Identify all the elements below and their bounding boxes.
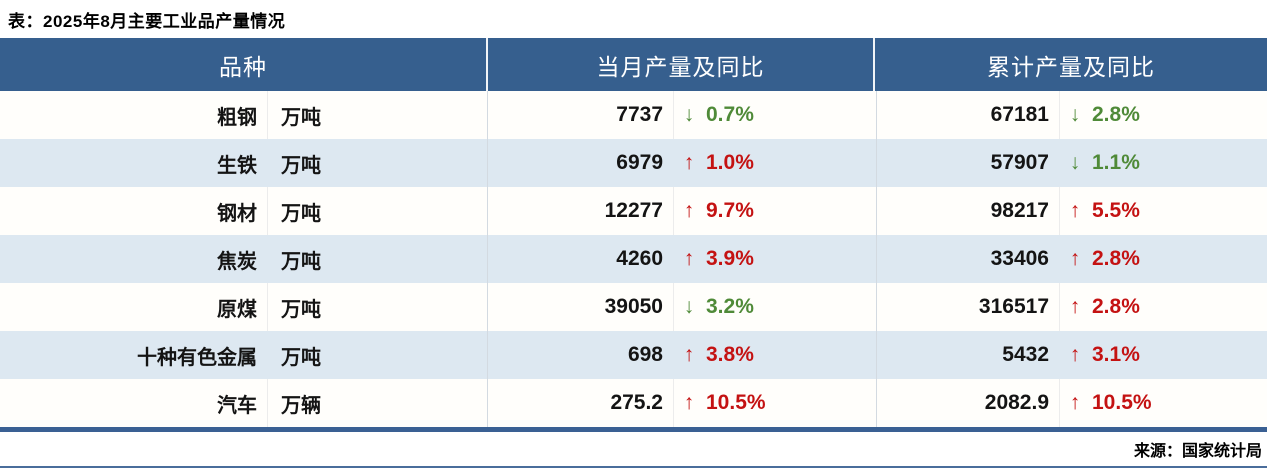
product-unit: 万吨: [268, 235, 488, 283]
trend-arrow-icon: ↑: [1069, 343, 1081, 366]
cumulative-yoy-change: ↑ 3.1%: [1060, 331, 1267, 379]
month-yoy-change: ↑ 1.0%: [674, 139, 877, 187]
trend-arrow-icon: ↑: [683, 391, 695, 414]
month-output-value: 39050: [488, 283, 674, 331]
product-unit: 万辆: [268, 379, 488, 427]
product-name: 钢材: [0, 187, 268, 235]
cumulative-yoy-change: ↑ 5.5%: [1060, 187, 1267, 235]
month-yoy-percent: 3.8%: [706, 343, 754, 366]
trend-arrow-icon: ↑: [1069, 199, 1081, 222]
table-row: 钢材 万吨 12277 ↑ 9.7% 98217 ↑ 5.5%: [0, 187, 1267, 235]
month-output-value: 275.2: [488, 379, 674, 427]
month-yoy-percent: 0.7%: [706, 103, 754, 126]
product-unit: 万吨: [268, 91, 488, 139]
trend-arrow-icon: ↑: [683, 199, 695, 222]
table-row: 十种有色金属 万吨 698 ↑ 3.8% 5432 ↑ 3.1%: [0, 331, 1267, 379]
month-output-value: 12277: [488, 187, 674, 235]
month-yoy-change: ↑ 10.5%: [674, 379, 877, 427]
product-name: 生铁: [217, 154, 257, 177]
cumulative-yoy-change: ↓ 1.1%: [1060, 139, 1267, 187]
cumulative-output-value: 98217: [877, 187, 1060, 235]
trend-arrow-icon: ↓: [683, 103, 695, 126]
cumulative-yoy-percent: 10.5%: [1092, 391, 1152, 414]
cumulative-yoy-percent: 3.1%: [1092, 343, 1140, 366]
month-yoy-change: ↓ 3.2%: [674, 283, 877, 331]
trend-arrow-icon: ↑: [683, 247, 695, 270]
trend-arrow-icon: ↓: [1069, 103, 1081, 126]
month-yoy-percent: 10.5%: [706, 391, 766, 414]
trend-arrow-icon: ↓: [683, 295, 695, 318]
header-month-output-yoy: 当月产量及同比: [488, 38, 875, 91]
month-output-value: 6979: [616, 151, 663, 174]
table-title: 表：2025年8月主要工业品产量情况: [8, 12, 286, 31]
cumulative-output-value: 33406: [990, 247, 1049, 270]
table-bottom-rule: [0, 427, 1267, 432]
month-yoy-change: ↑ 3.8%: [674, 331, 877, 379]
source-note: 来源：国家统计局: [0, 432, 1267, 466]
cumulative-yoy-percent: 1.1%: [1092, 151, 1140, 174]
month-output-value: 698: [627, 343, 663, 366]
cumulative-yoy-change: ↑ 2.8%: [1060, 283, 1267, 331]
table-row: 焦炭 万吨 4260 ↑ 3.9% 33406 ↑ 2.8%: [0, 235, 1267, 283]
cumulative-yoy-percent: 2.8%: [1092, 295, 1140, 318]
cumulative-output-value: 57907: [990, 151, 1049, 174]
trend-arrow-icon: ↑: [1069, 391, 1081, 414]
trend-arrow-icon: ↑: [1069, 247, 1081, 270]
month-output-value: 4260: [616, 247, 663, 270]
table-row: 原煤 万吨 39050 ↓ 3.2% 316517 ↑ 2.8%: [0, 283, 1267, 331]
product-unit: 万吨: [268, 139, 488, 187]
month-yoy-change: ↑ 3.9%: [674, 235, 877, 283]
cumulative-output-value: 2082.9: [877, 379, 1060, 427]
product-name: 焦炭: [217, 250, 257, 273]
product-unit: 万吨: [268, 187, 488, 235]
month-yoy-percent: 3.9%: [706, 247, 754, 270]
month-yoy-percent: 3.2%: [706, 295, 754, 318]
cumulative-yoy-percent: 2.8%: [1092, 247, 1140, 270]
product-unit: 万吨: [268, 331, 488, 379]
month-yoy-percent: 9.7%: [706, 199, 754, 222]
table-row: 汽车 万辆 275.2 ↑ 10.5% 2082.9 ↑ 10.5%: [0, 379, 1267, 427]
product-unit: 万吨: [268, 283, 488, 331]
trend-arrow-icon: ↑: [683, 343, 695, 366]
header-species: 品种: [0, 38, 488, 91]
cumulative-yoy-change: ↑ 10.5%: [1060, 379, 1267, 427]
month-yoy-percent: 1.0%: [706, 151, 754, 174]
product-name: 粗钢: [0, 91, 268, 139]
product-name: 十种有色金属: [137, 346, 257, 369]
product-name: 原煤: [0, 283, 268, 331]
cumulative-yoy-change: ↓ 2.8%: [1060, 91, 1267, 139]
table-row: 粗钢 万吨 7737 ↓ 0.7% 67181 ↓ 2.8%: [0, 91, 1267, 139]
table-header-row: 品种 当月产量及同比 累计产量及同比: [0, 38, 1267, 91]
cumulative-yoy-change: ↑ 2.8%: [1060, 235, 1267, 283]
page-bottom-rule: [0, 466, 1267, 468]
cumulative-yoy-percent: 5.5%: [1092, 199, 1140, 222]
header-cumulative-output-yoy: 累计产量及同比: [987, 54, 1155, 81]
cumulative-output-value: 67181: [877, 91, 1060, 139]
trend-arrow-icon: ↓: [1069, 151, 1081, 174]
table-body: 粗钢 万吨 7737 ↓ 0.7% 67181 ↓ 2.8% 生铁 万吨 697…: [0, 91, 1267, 427]
cumulative-output-value: 316517: [877, 283, 1060, 331]
month-yoy-change: ↓ 0.7%: [674, 91, 877, 139]
cumulative-yoy-percent: 2.8%: [1092, 103, 1140, 126]
product-name: 汽车: [0, 379, 268, 427]
cumulative-output-value: 5432: [1002, 343, 1049, 366]
trend-arrow-icon: ↑: [683, 151, 695, 174]
month-yoy-change: ↑ 9.7%: [674, 187, 877, 235]
table-row: 生铁 万吨 6979 ↑ 1.0% 57907 ↓ 1.1%: [0, 139, 1267, 187]
month-output-value: 7737: [488, 91, 674, 139]
trend-arrow-icon: ↑: [1069, 295, 1081, 318]
